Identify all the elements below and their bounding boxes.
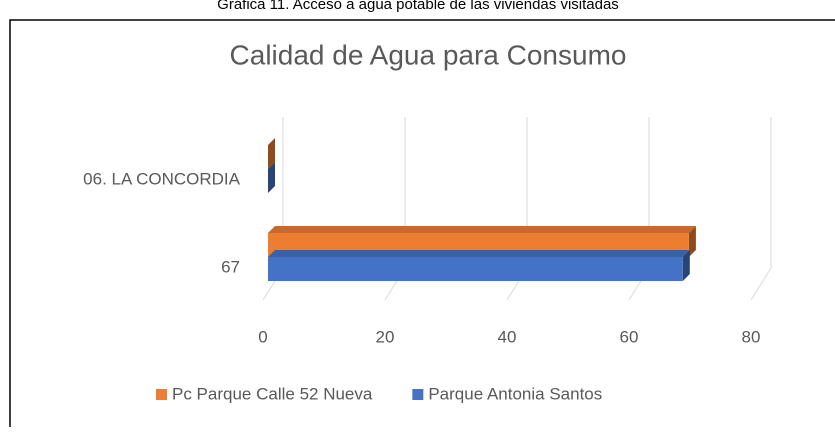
x-tick-label: 40 (498, 327, 517, 346)
chart-title: Calidad de Agua para Consumo (230, 39, 627, 70)
x-tick-label: 0 (258, 327, 267, 346)
bar-top (268, 226, 696, 233)
bar (268, 257, 683, 281)
legend-swatch (156, 389, 167, 400)
legend-label: Parque Antonia Santos (428, 384, 602, 403)
grid-line (750, 117, 772, 301)
legend-label: Pc Parque Calle 52 Nueva (172, 384, 373, 403)
bar-side (268, 162, 275, 193)
bar-side (268, 138, 275, 169)
bar-side (688, 226, 696, 257)
x-tick-label: 80 (742, 327, 761, 346)
caption: Gráfica 11. Acceso a agua potable de las… (217, 0, 619, 13)
bar-top (268, 250, 690, 257)
chart-frame (9, 19, 835, 427)
x-tick-label: 60 (620, 327, 639, 346)
bar-side (682, 250, 690, 281)
y-tick-label: 06. LA CONCORDIA (83, 169, 240, 188)
y-tick-label: 67 (221, 257, 240, 276)
x-tick-label: 20 (376, 327, 395, 346)
legend-swatch (412, 389, 424, 400)
